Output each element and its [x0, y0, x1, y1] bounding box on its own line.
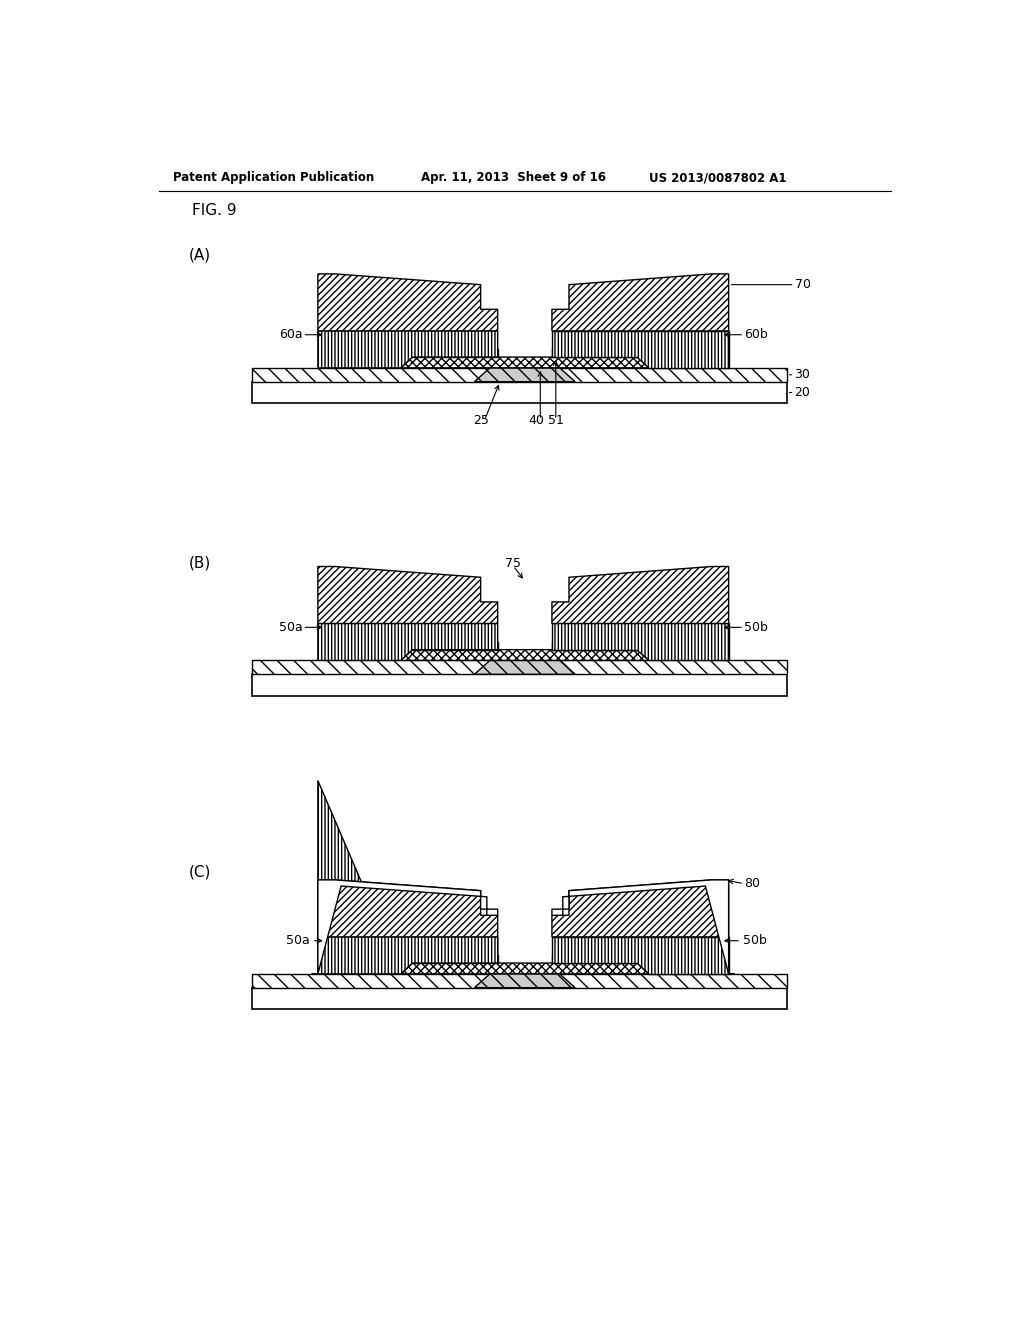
Text: 50a: 50a [279, 620, 302, 634]
Polygon shape [552, 331, 729, 368]
Polygon shape [552, 956, 637, 964]
Polygon shape [317, 880, 498, 937]
Polygon shape [552, 880, 735, 974]
Polygon shape [413, 956, 498, 964]
Polygon shape [317, 331, 498, 368]
Text: (A): (A) [188, 247, 211, 263]
Polygon shape [474, 368, 575, 381]
Text: 30: 30 [795, 368, 810, 381]
Polygon shape [400, 649, 649, 660]
Polygon shape [400, 964, 649, 974]
Text: 50b: 50b [744, 620, 768, 634]
Polygon shape [552, 623, 729, 660]
Polygon shape [552, 880, 729, 937]
Text: (C): (C) [188, 865, 211, 879]
Text: 51: 51 [548, 413, 564, 426]
Polygon shape [252, 368, 786, 381]
Text: Patent Application Publication: Patent Application Publication [173, 172, 374, 185]
Polygon shape [252, 987, 786, 1010]
Text: 40: 40 [528, 413, 545, 426]
Polygon shape [552, 937, 729, 974]
Polygon shape [311, 880, 498, 974]
Text: 80: 80 [744, 878, 760, 890]
Polygon shape [252, 381, 786, 404]
Polygon shape [552, 275, 729, 331]
Text: 60b: 60b [744, 329, 768, 342]
Text: 20: 20 [795, 385, 810, 399]
Polygon shape [552, 642, 637, 649]
Polygon shape [413, 350, 498, 358]
Polygon shape [317, 780, 498, 974]
Polygon shape [317, 937, 498, 974]
Text: 25: 25 [473, 413, 488, 426]
Polygon shape [552, 350, 637, 358]
Text: 60a: 60a [279, 329, 302, 342]
Polygon shape [252, 974, 786, 987]
Polygon shape [474, 974, 575, 987]
Polygon shape [252, 675, 786, 696]
Text: 50a: 50a [287, 935, 310, 948]
Text: (B): (B) [188, 556, 211, 570]
Polygon shape [474, 660, 575, 675]
Polygon shape [317, 275, 498, 331]
Polygon shape [317, 623, 498, 660]
Text: US 2013/0087802 A1: US 2013/0087802 A1 [649, 172, 786, 185]
Text: 50b: 50b [742, 935, 766, 948]
Text: 70: 70 [795, 279, 811, 292]
Text: FIG. 9: FIG. 9 [191, 203, 237, 218]
Polygon shape [317, 566, 498, 623]
Text: 75: 75 [505, 557, 521, 570]
Polygon shape [413, 642, 498, 649]
Polygon shape [252, 660, 786, 675]
Text: Apr. 11, 2013  Sheet 9 of 16: Apr. 11, 2013 Sheet 9 of 16 [421, 172, 606, 185]
Polygon shape [400, 358, 649, 368]
Polygon shape [552, 566, 729, 623]
